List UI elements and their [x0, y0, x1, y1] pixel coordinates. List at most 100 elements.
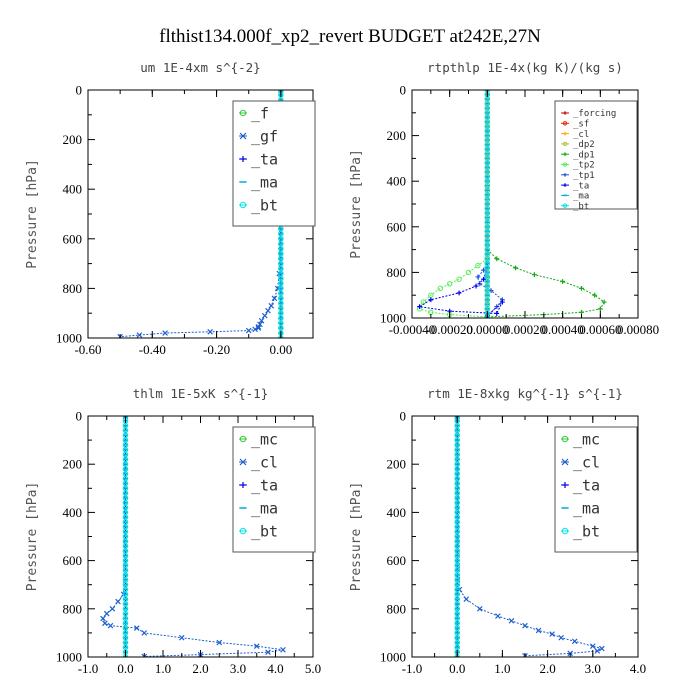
legend-label: _bt [251, 196, 278, 214]
y-tick-label: 600 [387, 553, 407, 568]
legend-label: _ta [251, 476, 278, 494]
data-point [560, 279, 566, 284]
data-point [494, 256, 500, 262]
legend-box [232, 100, 316, 227]
legend-label: _tp1 [573, 171, 595, 181]
legend-label: _cl [573, 453, 600, 471]
legend-label: _cl [573, 130, 589, 140]
series-tp2 [416, 256, 491, 318]
y-tick-label: 200 [63, 457, 83, 472]
legend-label: _cl [251, 453, 278, 471]
data-point [589, 643, 596, 649]
series-line [477, 263, 504, 317]
legend: _f _gf _ta _ma _bt [232, 100, 316, 227]
data-point [278, 260, 284, 267]
chart-panel-4: rtm 1E-8xkg kg^{-1} s^{-1} Pressure [hPa]… [349, 386, 646, 676]
legend-label: _ma [573, 192, 589, 202]
data-point [136, 332, 143, 338]
legend-label: _bt [573, 202, 589, 212]
data-point [278, 325, 284, 331]
data-point [265, 307, 271, 314]
x-tick-label: -0.20 [203, 342, 230, 357]
series-group [416, 90, 607, 318]
series-tp1 [475, 260, 505, 318]
data-point [481, 276, 486, 282]
y-axis-label: Pressure [hPa] [349, 149, 364, 259]
data-point [278, 246, 284, 252]
x-tick-label: -1.0 [402, 661, 423, 676]
data-point [278, 290, 284, 297]
legend-marker [239, 132, 247, 140]
chart-panel-1: um 1E-4xm s^{-2} Pressure [hPa] -0.60 -0.40… [25, 60, 316, 357]
data-point [592, 292, 598, 298]
chart-panel-2: rtpthlp 1E-4x(kg K)/(kg s) Pressure [hPa]… [349, 60, 659, 337]
y-tick-label: 0 [400, 83, 407, 98]
legend-label: _ta [251, 150, 278, 168]
legend-label: _dp2 [573, 140, 595, 150]
series-bt [484, 90, 491, 318]
legend-marker [563, 183, 567, 187]
legend: _mc _cl _ta _ma _bt [232, 426, 316, 553]
data-point [456, 290, 462, 296]
data-point [278, 270, 284, 277]
legend-label: _f [251, 104, 269, 122]
data-point [446, 281, 453, 287]
x-tick-label: 2.0 [539, 661, 555, 676]
x-tick-label: 0.00080 [617, 322, 659, 337]
data-point [278, 295, 284, 302]
legend-label: _forcing [573, 109, 616, 119]
data-point [162, 330, 168, 336]
series-dp1 [484, 247, 607, 318]
legend-marker [561, 458, 569, 466]
data-point [278, 305, 284, 311]
series-bt [122, 416, 129, 657]
y-axis-label: Pressure [hPa] [349, 482, 364, 592]
data-point [571, 638, 578, 645]
data-point [465, 269, 472, 276]
series-line [486, 249, 605, 318]
data-point [475, 262, 481, 269]
data-point [178, 634, 185, 641]
legend-marker [240, 482, 246, 488]
x-tick-label: 0.0 [449, 661, 465, 676]
legend-marker [239, 458, 247, 466]
series-cl [100, 416, 286, 657]
data-point [245, 327, 252, 334]
data-point [579, 309, 584, 315]
legend-label: _ma [251, 499, 278, 517]
y-tick-label: 1000 [56, 650, 82, 665]
data-point [473, 283, 479, 289]
y-tick-label: 200 [63, 132, 83, 147]
x-tick-label: 0.00040 [542, 322, 584, 337]
data-point [481, 267, 486, 273]
data-point [133, 625, 140, 631]
data-point [508, 618, 515, 624]
y-tick-label: 800 [387, 601, 407, 616]
legend: _forcing_sf_cl_dp2_dp1_tp2_tp1_ta_ma_bt [554, 100, 638, 212]
x-tick-label: 4.0 [630, 661, 646, 676]
x-tick-label: 3.0 [585, 661, 601, 676]
data-point [109, 605, 116, 612]
x-tick-label: 0.00060 [579, 322, 621, 337]
data-point [522, 622, 528, 629]
data-point [103, 610, 110, 617]
data-point [428, 297, 434, 303]
series-gf [117, 90, 284, 338]
data-point [278, 315, 284, 321]
legend-label: _ta [573, 181, 589, 191]
x-tick-label: 0.0 [117, 661, 133, 676]
data-point [532, 272, 537, 278]
data-point [558, 634, 564, 641]
panel-title: um 1E-4xm s^{-2} [140, 60, 260, 75]
legend-label: _ma [573, 499, 600, 517]
legend-label: _sf [573, 119, 589, 129]
data-point [257, 321, 263, 328]
data-point [278, 231, 284, 237]
y-tick-label: 1000 [56, 331, 82, 346]
y-tick-label: 400 [387, 174, 407, 189]
x-tick-label: 3.0 [230, 661, 246, 676]
x-tick-label: 1.0 [155, 661, 171, 676]
data-point [278, 250, 284, 257]
x-tick-label: 5.0 [305, 661, 321, 676]
